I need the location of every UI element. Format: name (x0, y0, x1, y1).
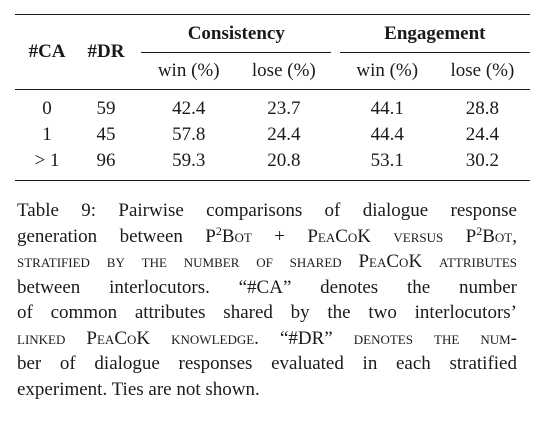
results-table-container: #CA #DR Consistency Engagement win (%) l… (15, 14, 530, 181)
col-header-dr: #DR (87, 41, 125, 62)
subheader-eng-lose: lose (%) (450, 60, 515, 81)
group-header-engagement: Engagement (339, 14, 530, 53)
caption-line: between interlocutors. “#CA” denotes the… (17, 276, 517, 298)
cell-cons-lose: 20.8 (267, 150, 301, 171)
cell-eng-lose: 30.2 (465, 150, 500, 171)
cell-eng-lose: 28.8 (465, 98, 500, 119)
caption-line: linked PeaCoK knowledge. “#DR” denotes t… (17, 327, 517, 349)
cell-eng-win: 53.1 (370, 150, 404, 171)
table-row: > 1 96 59.3 20.8 53.1 30.2 (15, 148, 530, 181)
caption-line: experiment. Ties are not shown. (17, 378, 260, 400)
group-header-consistency: Consistency (141, 14, 332, 53)
table-row: 1 45 57.8 24.4 44.4 24.4 (15, 122, 530, 148)
col-header-ca: #CA (28, 41, 66, 62)
caption-line: generation between P2Bot + PeaCoK versus… (17, 223, 517, 247)
cell-eng-win: 44.1 (370, 98, 404, 119)
cell-eng-win: 44.4 (370, 124, 404, 145)
header-row-groups: #CA #DR Consistency Engagement (15, 14, 530, 62)
cell-cons-lose: 23.7 (267, 98, 301, 119)
caption-line: ber of dialogue responses evaluated in e… (17, 353, 517, 374)
subheader-cons-lose: lose (%) (251, 60, 316, 81)
caption-line: stratified by the number of shared PeaCo… (17, 251, 517, 272)
cell-cons-win: 59.3 (172, 150, 206, 171)
caption-line: Table 9: Pairwise comparisons of dialogu… (17, 200, 517, 221)
cell-dr: 59 (96, 98, 116, 119)
cell-eng-lose: 24.4 (465, 124, 500, 145)
cell-ca: 0 (42, 98, 52, 119)
subheader-cons-win: win (%) (157, 60, 220, 81)
cell-ca: > 1 (34, 150, 60, 171)
cell-ca: 1 (42, 124, 52, 145)
table-caption: Table 9: Pairwise comparisons of dialogu… (17, 198, 517, 402)
cell-dr: 96 (96, 150, 116, 171)
results-table: #CA #DR Consistency Engagement win (%) l… (15, 14, 530, 181)
cell-cons-win: 57.8 (172, 124, 206, 145)
header-row-sub: win (%) lose (%) win (%) lose (%) (15, 53, 530, 90)
subheader-eng-win: win (%) (356, 60, 419, 81)
cell-cons-lose: 24.4 (267, 124, 301, 145)
cell-dr: 45 (96, 124, 116, 145)
cell-cons-win: 42.4 (172, 98, 206, 119)
table-row: 0 59 42.4 23.7 44.1 28.8 (15, 89, 530, 123)
caption-line: of common attributes shared by the two i… (17, 302, 517, 323)
